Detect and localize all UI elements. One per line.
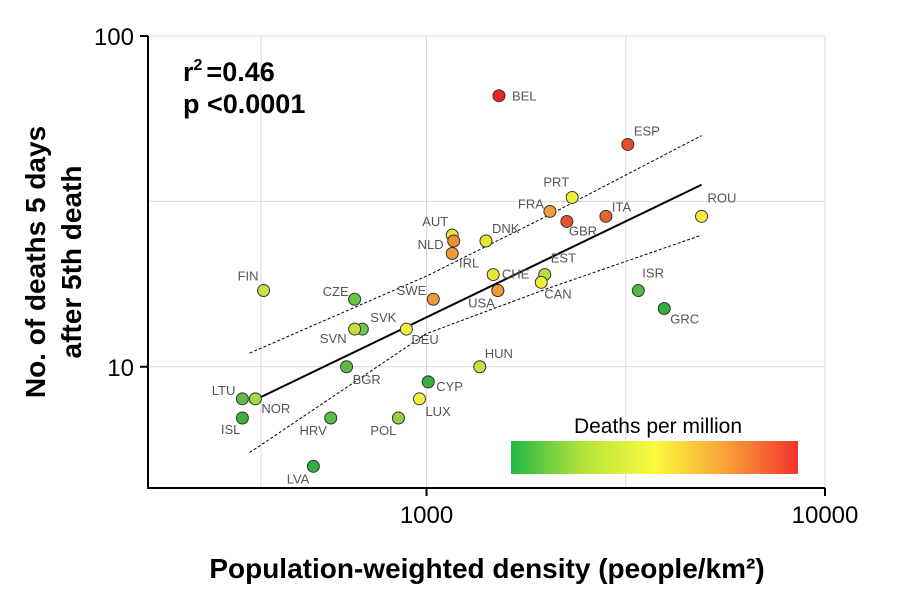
data-point-irl bbox=[486, 268, 500, 282]
y-tick-label: 10 bbox=[107, 355, 134, 382]
r-squared-text: r2 =0.46 bbox=[183, 57, 275, 87]
point-label-cyp: CYP bbox=[436, 379, 463, 394]
data-point-deu bbox=[399, 322, 413, 336]
data-point-fra bbox=[543, 204, 557, 218]
grid-lines bbox=[148, 35, 826, 488]
data-points: BEL ESP PRT FRA ITA GBR ROU AUT NLD DNK IRL CHE EST C… bbox=[212, 89, 737, 487]
ci-upper-line bbox=[249, 135, 702, 354]
point-label-grc: GRC bbox=[670, 312, 699, 327]
point-label-est: EST bbox=[551, 251, 576, 266]
axes bbox=[140, 35, 826, 496]
point-label-svk: SVK bbox=[370, 310, 396, 325]
x-tick-label: 1000 bbox=[400, 502, 453, 529]
data-point-esp bbox=[621, 137, 635, 151]
data-point-rou bbox=[695, 209, 709, 223]
regression-line bbox=[249, 183, 702, 404]
point-label-gbr: GBR bbox=[569, 223, 597, 238]
confidence-band bbox=[249, 135, 702, 454]
data-point-bgr bbox=[340, 360, 354, 374]
point-label-ita: ITA bbox=[612, 199, 632, 214]
p-value-text: p <0.0001 bbox=[183, 89, 305, 119]
data-point-lux bbox=[412, 392, 426, 406]
data-point-swe bbox=[426, 292, 440, 306]
point-label-pol: POL bbox=[370, 423, 396, 438]
data-point-isr bbox=[631, 284, 645, 298]
data-point-grc bbox=[657, 302, 671, 316]
point-label-irl: IRL bbox=[459, 256, 479, 271]
data-point-nld bbox=[447, 234, 461, 248]
data-point-bel bbox=[492, 89, 506, 103]
point-label-che: CHE bbox=[502, 267, 530, 282]
y-axis-title: No. of deaths 5 days after 5th death bbox=[20, 126, 87, 398]
r-symbol: r bbox=[183, 57, 194, 87]
data-point-can bbox=[534, 275, 548, 289]
r-superscript: 2 bbox=[194, 57, 203, 74]
stats-annotation: r2 =0.46 p <0.0001 bbox=[183, 57, 305, 119]
colorbar-legend: Deaths per million bbox=[511, 415, 798, 474]
data-point-cze bbox=[348, 292, 362, 306]
point-label-deu: DEU bbox=[411, 332, 438, 347]
point-label-svn: SVN bbox=[320, 331, 347, 346]
point-label-fra: FRA bbox=[518, 196, 544, 211]
colorbar-gradient bbox=[511, 441, 798, 474]
data-point-prt bbox=[565, 190, 579, 204]
data-point-lva bbox=[306, 459, 320, 473]
x-tick-label: 10000 bbox=[792, 502, 859, 529]
data-point-usa bbox=[491, 284, 505, 298]
point-label-ltu: LTU bbox=[212, 383, 236, 398]
y-tick-label: 100 bbox=[94, 24, 134, 51]
point-label-isr: ISR bbox=[642, 266, 664, 281]
data-point-hun bbox=[473, 360, 487, 374]
point-label-lux: LUX bbox=[425, 404, 451, 419]
point-label-can: CAN bbox=[544, 286, 571, 301]
regression-line-group bbox=[249, 183, 702, 404]
data-point-ita bbox=[599, 209, 613, 223]
point-label-esp: ESP bbox=[634, 123, 660, 138]
data-point-dnk bbox=[479, 234, 493, 248]
r-value: =0.46 bbox=[206, 57, 274, 87]
point-label-hun: HUN bbox=[485, 346, 513, 361]
point-label-swe: SWE bbox=[397, 283, 427, 298]
colorbar-title: Deaths per million bbox=[574, 415, 742, 438]
point-label-isl: ISL bbox=[221, 422, 241, 437]
point-label-nld: NLD bbox=[418, 237, 444, 252]
data-point-isl bbox=[235, 411, 249, 425]
data-point-cyp bbox=[421, 375, 435, 389]
ci-lower-line bbox=[249, 234, 702, 454]
point-label-rou: ROU bbox=[708, 190, 737, 205]
data-point-svn bbox=[348, 322, 362, 336]
y-axis-title-line-2: after 5th death bbox=[56, 166, 87, 359]
point-label-hrv: HRV bbox=[300, 423, 328, 438]
point-label-bel: BEL bbox=[512, 89, 537, 104]
point-label-nor: NOR bbox=[261, 401, 290, 416]
data-point-ltu bbox=[235, 392, 249, 406]
data-point-fin bbox=[257, 284, 271, 298]
data-point-gbr bbox=[560, 214, 574, 228]
point-label-cze: CZE bbox=[323, 284, 349, 299]
y-axis-title-line-1: No. of deaths 5 days bbox=[20, 126, 51, 398]
point-label-fin: FIN bbox=[238, 269, 259, 284]
data-point-nld2 bbox=[445, 247, 459, 261]
data-point-nor bbox=[248, 392, 262, 406]
point-label-lva: LVA bbox=[287, 471, 310, 486]
point-label-bgr: BGR bbox=[353, 372, 381, 387]
point-label-dnk: DNK bbox=[492, 221, 520, 236]
x-axis-title: Population-weighted density (people/km²) bbox=[209, 553, 764, 584]
tick-labels: 1000 10000 10 100 bbox=[94, 24, 858, 529]
point-label-prt: PRT bbox=[543, 174, 569, 189]
point-label-usa: USA bbox=[468, 296, 495, 311]
data-point-hrv bbox=[324, 411, 338, 425]
data-point-pol bbox=[391, 411, 405, 425]
point-label-aut: AUT bbox=[422, 214, 448, 229]
